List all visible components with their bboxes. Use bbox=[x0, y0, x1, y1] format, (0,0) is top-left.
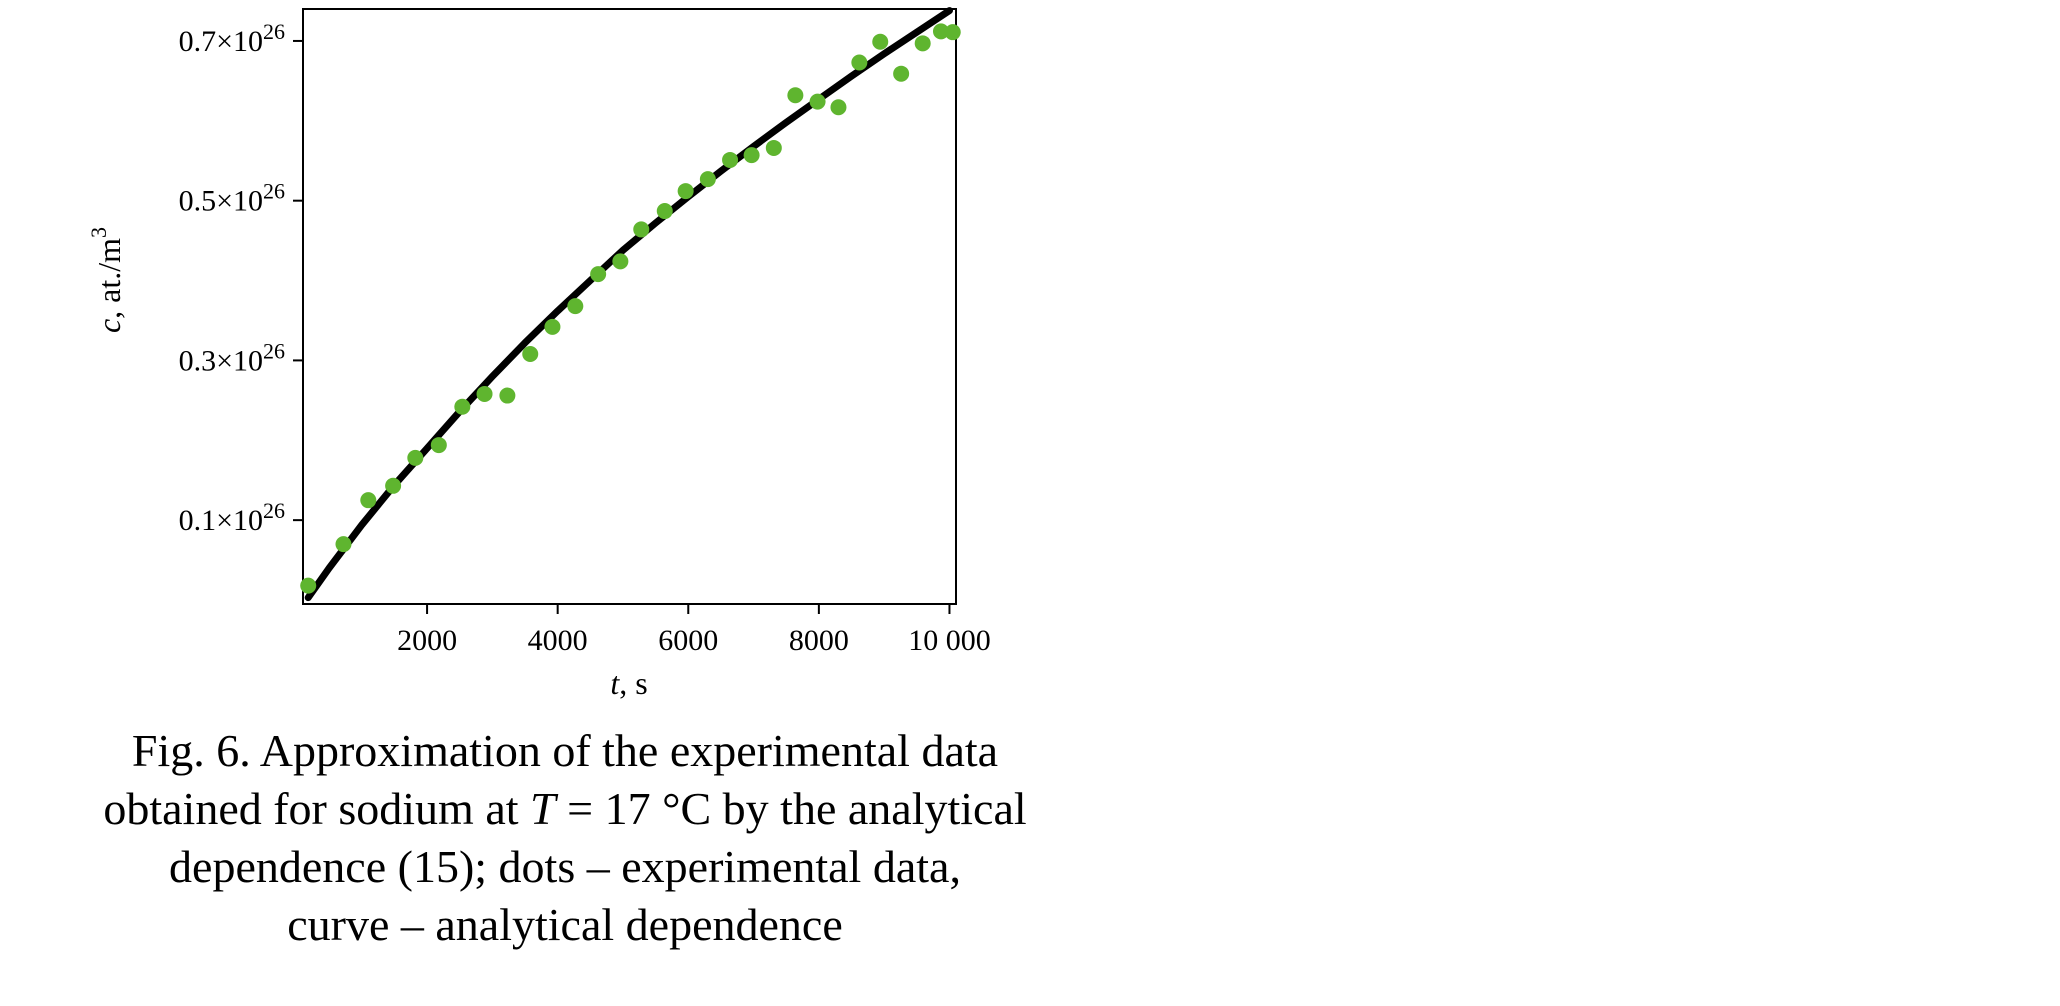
experimental-point bbox=[787, 87, 804, 104]
experimental-point bbox=[476, 385, 493, 402]
x-axis-label: t, s bbox=[610, 665, 647, 701]
y-tick-label: 0.1×1026 bbox=[179, 498, 285, 537]
experimental-point bbox=[430, 437, 447, 454]
experimental-point bbox=[633, 221, 650, 238]
experimental-point bbox=[544, 318, 561, 335]
y-tick-label: 0.7×1026 bbox=[179, 19, 285, 58]
x-axis-ticks: 2000 4000 6000 8000 10 000 bbox=[397, 604, 991, 657]
figure-caption: Fig. 6. Approximation of the experimenta… bbox=[30, 722, 1100, 954]
experimental-point bbox=[567, 298, 584, 315]
experimental-point bbox=[722, 151, 739, 168]
experimental-point bbox=[830, 99, 847, 116]
x-tick-label: 4000 bbox=[528, 624, 588, 657]
experimental-point bbox=[914, 35, 931, 52]
caption-line-1: Fig. 6. Approximation of the experimenta… bbox=[131, 725, 999, 776]
experimental-point bbox=[300, 577, 317, 594]
x-tick-label: 8000 bbox=[789, 624, 849, 657]
x-tick-label: 10 000 bbox=[908, 624, 991, 657]
experimental-point bbox=[522, 346, 539, 363]
y-axis-ticks: 0.1×1026 0.3×1026 0.5×1026 0.7×1026 bbox=[179, 19, 303, 537]
y-tick-label: 0.5×1026 bbox=[179, 179, 285, 218]
experimental-point bbox=[893, 65, 910, 82]
experimental-point bbox=[765, 139, 782, 156]
analytical-curve-layer bbox=[304, 7, 953, 602]
experimental-point bbox=[454, 398, 471, 415]
experimental-point bbox=[872, 33, 889, 50]
experimental-point bbox=[385, 477, 402, 494]
experimental-point bbox=[335, 536, 352, 553]
experimental-point bbox=[677, 183, 694, 200]
caption-line-3: dependence (15); dots – experimental dat… bbox=[169, 841, 961, 892]
experimental-point bbox=[699, 171, 716, 188]
analytical-curve bbox=[304, 7, 953, 602]
y-tick-label: 0.3×1026 bbox=[179, 338, 285, 377]
experimental-point bbox=[590, 266, 607, 283]
caption-line-4: curve – analytical dependence bbox=[287, 899, 843, 950]
experimental-point bbox=[499, 387, 516, 404]
plot-frame bbox=[302, 8, 957, 605]
y-axis-label: c, at./m3 bbox=[86, 227, 127, 333]
experimental-point bbox=[407, 449, 424, 466]
experimental-point bbox=[656, 203, 673, 220]
experimental-point bbox=[809, 93, 826, 110]
experimental-point bbox=[360, 492, 377, 509]
experimental-dots-layer bbox=[300, 23, 961, 594]
experimental-point bbox=[851, 54, 868, 71]
experimental-point bbox=[743, 147, 760, 164]
experimental-point bbox=[932, 23, 949, 40]
x-tick-label: 2000 bbox=[397, 624, 457, 657]
x-tick-label: 6000 bbox=[658, 624, 718, 657]
caption-line-2: obtained for sodium at T = 17 °C by the … bbox=[103, 783, 1027, 834]
experimental-point bbox=[944, 24, 961, 41]
experimental-point bbox=[612, 253, 629, 270]
